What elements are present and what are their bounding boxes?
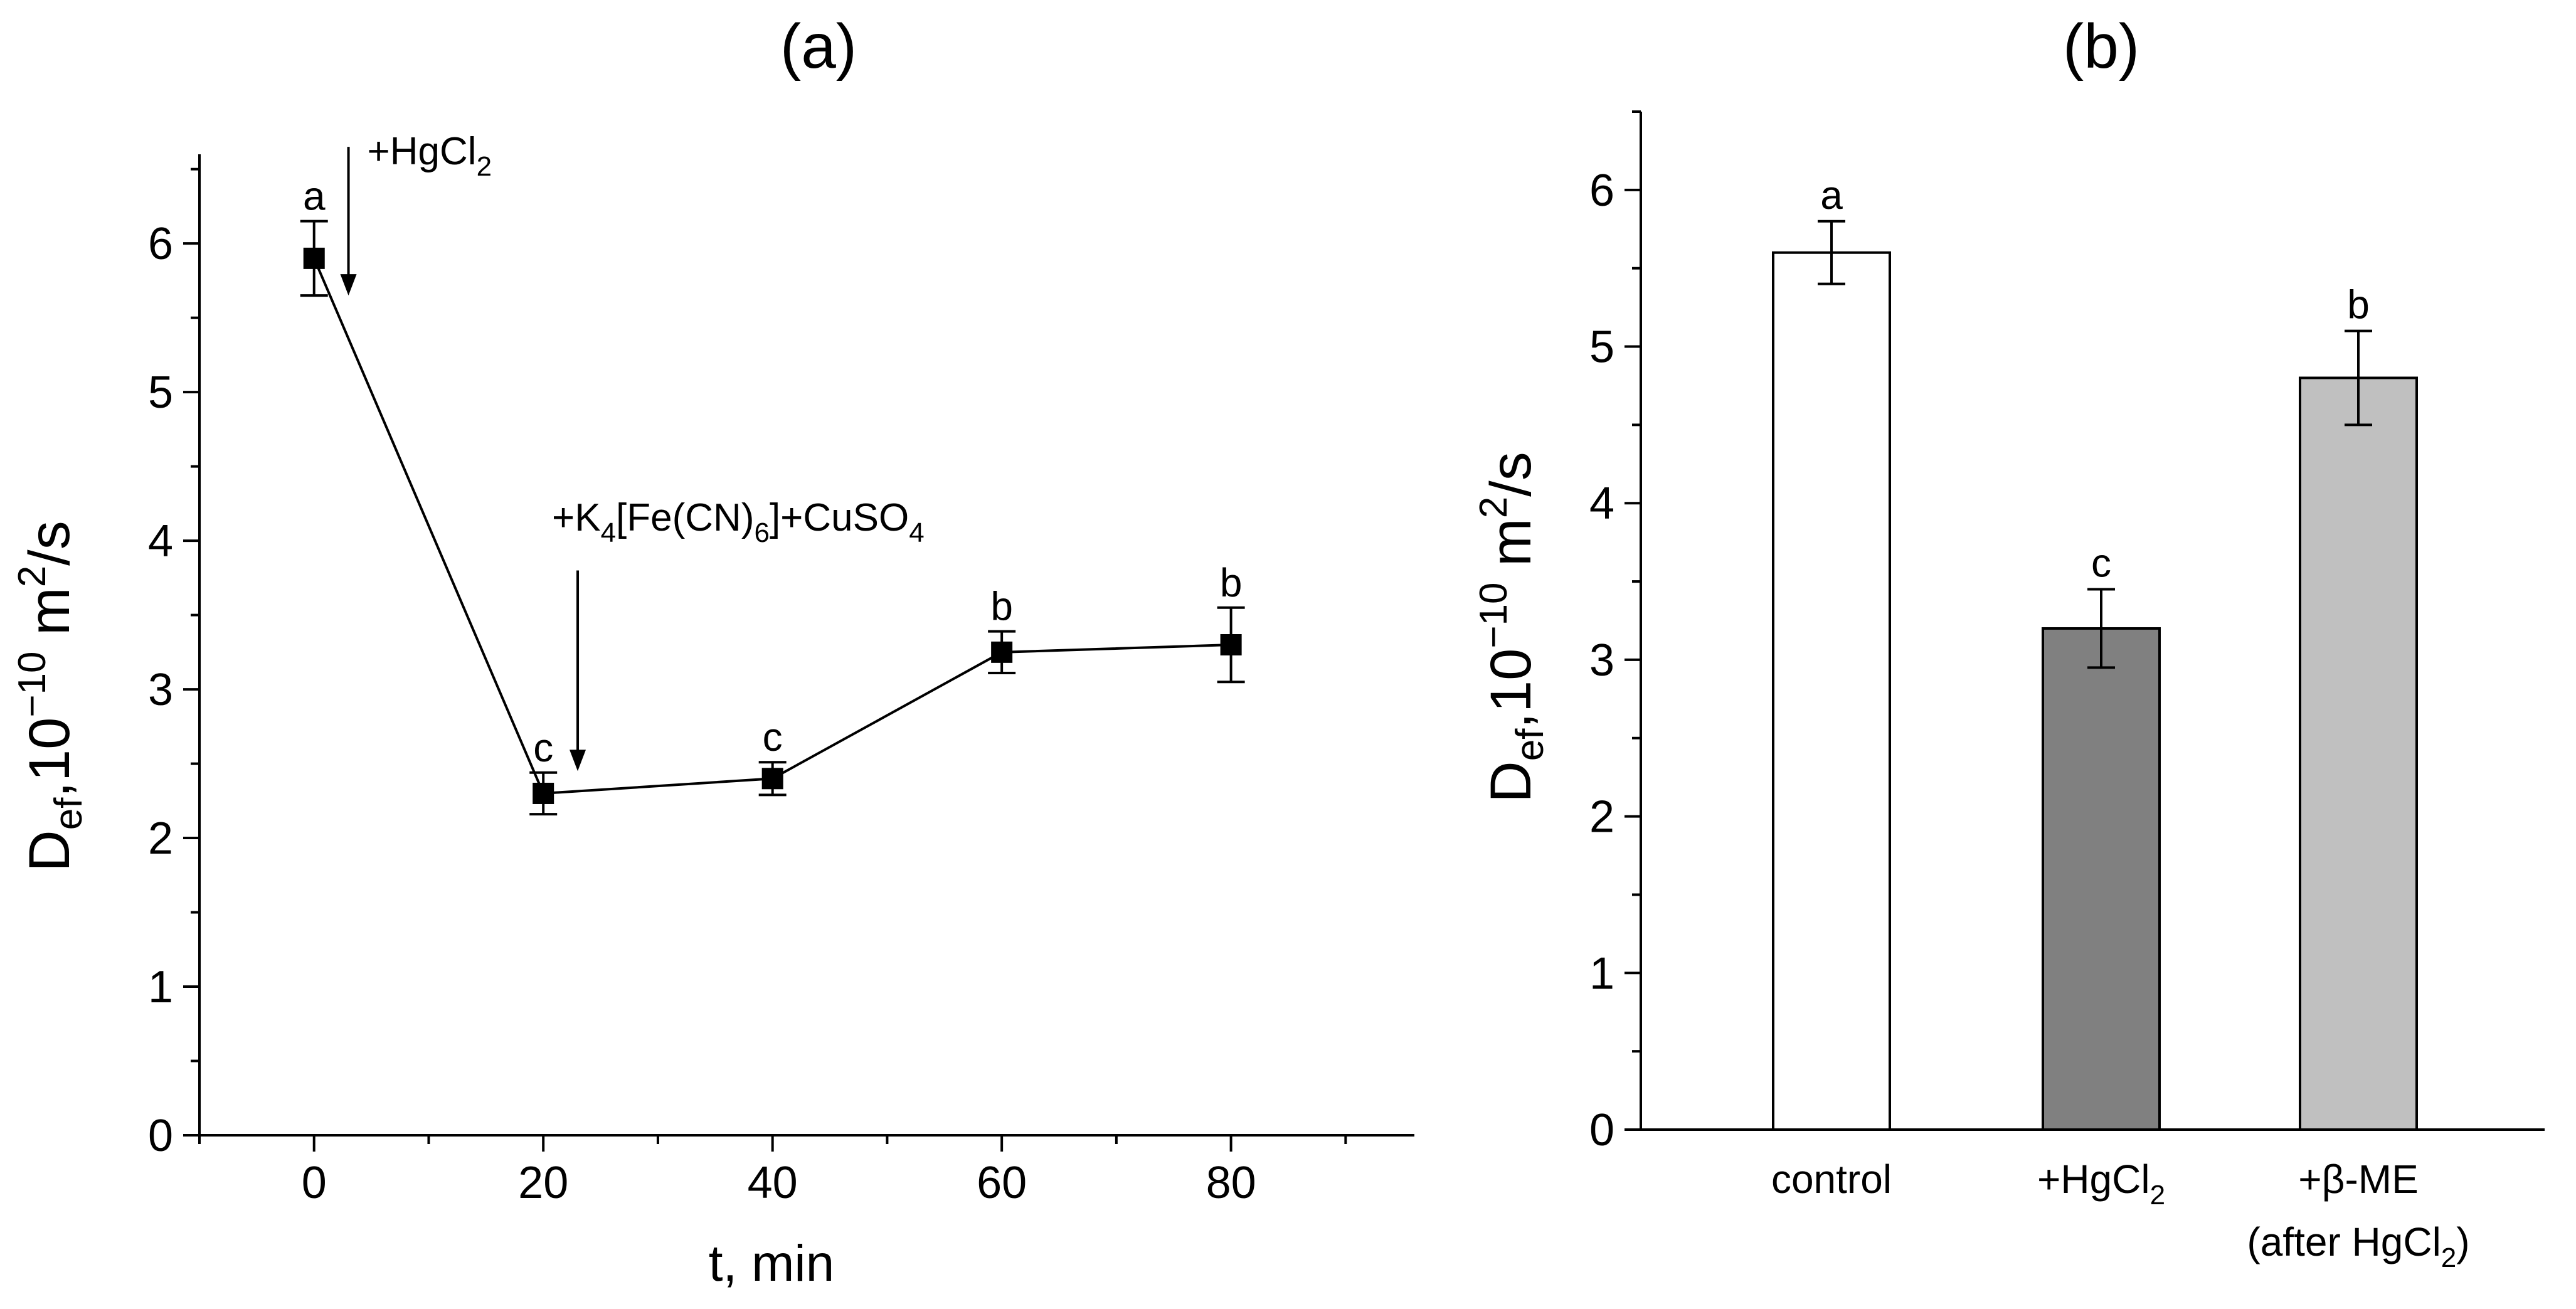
y-tick-label: 0: [1589, 1105, 1614, 1155]
panel-a-annotations: +HgCl2 +K4[Fe(CN)6]+CuSO4: [368, 130, 925, 548]
data-point: [533, 782, 554, 804]
annotation-ferrocyanide-cuso4: +K4[Fe(CN)6]+CuSO4: [552, 496, 925, 548]
y-tick-label: 0: [148, 1111, 173, 1161]
bar: [2299, 376, 2418, 1131]
y-tick-label: 3: [1589, 635, 1614, 686]
panel-b-y-axis-label: Def,10−10 m2/s: [1472, 452, 1552, 803]
x-tick-label: 40: [748, 1158, 798, 1208]
category-label-hgcl2: +HgCl2: [2037, 1157, 2165, 1211]
panel-a-label: (a): [780, 11, 857, 82]
annotation-arrowhead: [570, 750, 586, 771]
panel-a-data: a c c b b: [300, 147, 1245, 816]
y-tick-label: 1: [1589, 948, 1614, 999]
panel-a-y-axis-label: Def,10−10 m2/s: [11, 521, 90, 872]
annotation-arrowhead: [340, 274, 357, 296]
panel-b: (b) Def,10−10 m2/s 0 1 2 3 4 5 6 a c b control +…: [1472, 11, 2545, 1273]
panel-a-x-axis-label: t, min: [709, 1235, 834, 1292]
category-label-control: control: [1771, 1157, 1892, 1202]
significance-letter: b: [1220, 560, 1243, 605]
x-tick-label: 0: [302, 1158, 327, 1208]
panel-b-data: a c b: [1772, 172, 2418, 1131]
panel-b-category-labels: control +HgCl2 +β-ME (after HgCl2): [1771, 1157, 2470, 1273]
significance-letter: c: [533, 725, 553, 770]
y-tick-label: 2: [1589, 792, 1614, 842]
significance-letter: b: [2347, 282, 2370, 327]
category-label-bme-line1: +β-ME: [2298, 1157, 2419, 1202]
bar: [1772, 251, 1891, 1131]
category-label-bme-line2: (after HgCl2): [2247, 1219, 2469, 1273]
y-tick-label: 2: [148, 813, 173, 864]
panel-b-label: (b): [2063, 11, 2139, 82]
significance-letter: a: [303, 174, 326, 219]
y-tick-label: 6: [1589, 166, 1614, 216]
y-tick-label: 1: [148, 962, 173, 1012]
y-tick-label: 6: [148, 219, 173, 269]
annotation-hgcl2: +HgCl2: [368, 130, 492, 182]
significance-letter: c: [763, 714, 783, 760]
x-tick-label: 20: [518, 1158, 568, 1208]
x-tick-label: 60: [977, 1158, 1027, 1208]
data-point: [303, 247, 325, 269]
data-point: [991, 641, 1013, 663]
y-tick-label: 5: [1589, 322, 1614, 373]
bar: [2042, 627, 2161, 1131]
significance-letter: c: [2091, 541, 2111, 586]
significance-letter: b: [990, 584, 1013, 629]
data-point: [1220, 634, 1242, 655]
y-tick-label: 3: [148, 665, 173, 715]
data-point: [761, 768, 783, 790]
y-tick-label: 4: [1589, 479, 1614, 529]
x-tick-label: 80: [1206, 1158, 1256, 1208]
significance-letter: a: [1820, 172, 1843, 218]
y-tick-label: 4: [148, 516, 173, 566]
y-tick-label: 5: [148, 368, 173, 418]
